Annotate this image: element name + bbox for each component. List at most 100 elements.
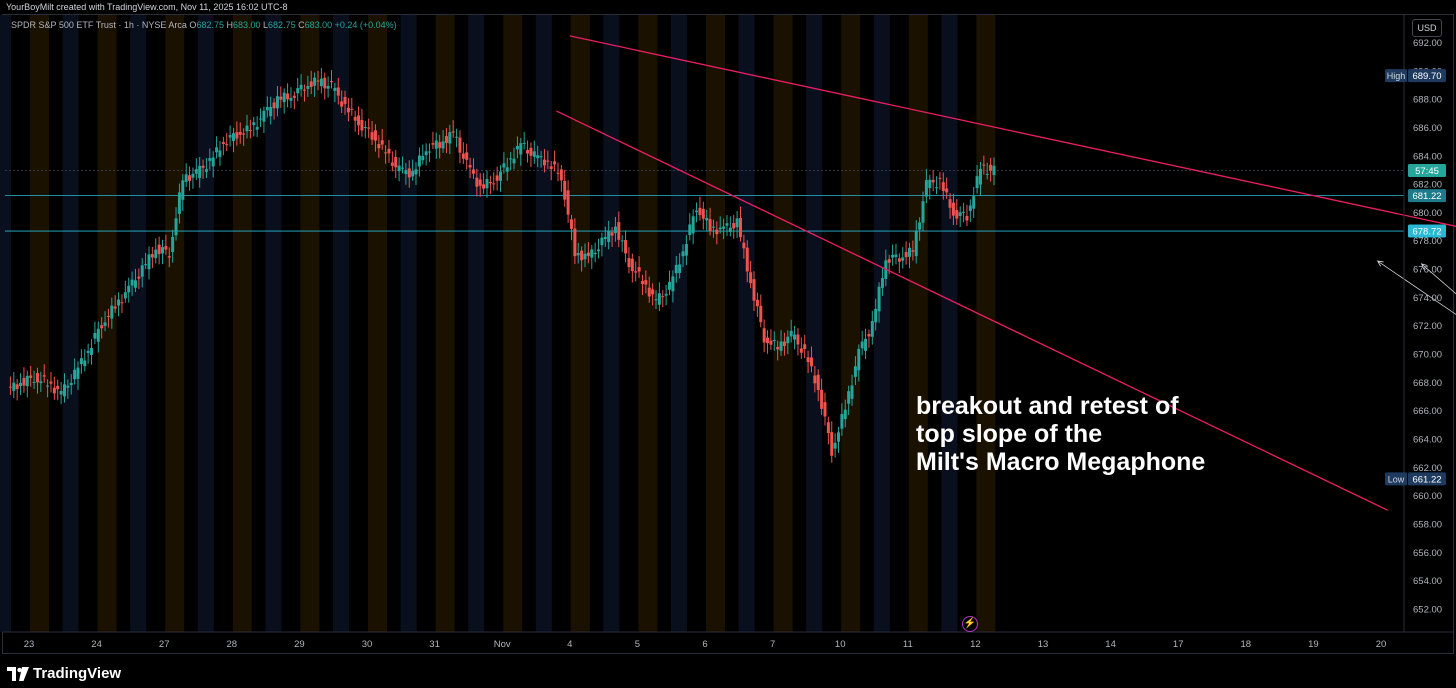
- candle: [782, 341, 786, 346]
- session-band-10: [841, 15, 861, 632]
- candle: [590, 249, 594, 258]
- candle: [323, 77, 327, 89]
- candle: [644, 280, 648, 285]
- candle: [691, 216, 695, 234]
- candle: [816, 374, 820, 390]
- candle: [948, 199, 952, 208]
- y-tick-label: 662.00: [1413, 463, 1442, 474]
- candle: [424, 151, 428, 156]
- candle: [343, 96, 347, 104]
- candle: [279, 96, 283, 100]
- candle: [708, 219, 712, 232]
- candle: [201, 165, 205, 168]
- price-badge-value-level-1: 681.22: [1412, 191, 1441, 202]
- x-tick-label: 24: [91, 639, 102, 650]
- y-tick-label: 660.00: [1413, 491, 1442, 502]
- candle: [313, 77, 317, 86]
- candle: [302, 89, 306, 91]
- price-badge-value-current: 57:45: [1415, 166, 1439, 177]
- candle: [431, 143, 435, 145]
- legend-change: +0.24 (+0.04%): [334, 20, 397, 30]
- price-chart[interactable]: 692.00690.00688.00686.00684.00682.00680.…: [0, 0, 1456, 654]
- y-tick-label: 672.00: [1413, 321, 1442, 332]
- candle: [630, 258, 634, 272]
- candle: [904, 251, 908, 258]
- price-badge-level-2: [1408, 224, 1446, 238]
- candle: [870, 321, 874, 337]
- lightning-icon[interactable]: ⚡: [962, 616, 978, 632]
- candle: [380, 140, 384, 145]
- candle: [850, 385, 854, 399]
- candle: [255, 126, 259, 130]
- legend-close-label: C: [298, 20, 305, 30]
- candle: [407, 168, 411, 178]
- candle: [799, 348, 803, 353]
- candle: [617, 222, 621, 240]
- candle: [880, 278, 884, 288]
- candle: [668, 281, 672, 290]
- candle: [181, 180, 185, 200]
- y-tick-label: 680.00: [1413, 208, 1442, 219]
- candle: [955, 210, 959, 219]
- x-tick-label: 30: [362, 639, 373, 650]
- candle: [823, 402, 827, 417]
- candle: [32, 381, 36, 383]
- candle: [316, 80, 320, 82]
- candle: [928, 179, 932, 189]
- candle: [874, 308, 878, 323]
- candle: [113, 306, 117, 309]
- candle: [945, 188, 949, 193]
- price-badge-tag-high: [1385, 69, 1407, 83]
- candle: [688, 224, 692, 236]
- currency-button[interactable]: USD: [1412, 19, 1442, 37]
- candle: [985, 173, 989, 175]
- y-tick-label: 664.00: [1413, 434, 1442, 445]
- candle: [12, 382, 16, 391]
- candle: [275, 96, 279, 109]
- candle: [333, 87, 337, 91]
- candle: [269, 106, 273, 117]
- candle: [455, 136, 459, 138]
- candle: [607, 231, 611, 242]
- candle: [715, 229, 719, 235]
- y-tick-label: 692.00: [1413, 38, 1442, 49]
- candle: [857, 348, 861, 371]
- candle: [962, 211, 966, 213]
- x-tick-label: Nov: [494, 639, 511, 650]
- price-badge-low: [1408, 472, 1446, 486]
- session-band-7: [773, 15, 793, 632]
- x-tick-label: 14: [1105, 639, 1116, 650]
- legend-high-label: H: [226, 20, 233, 30]
- candle: [634, 271, 638, 273]
- candle: [505, 167, 509, 172]
- session-band-11: [873, 15, 890, 632]
- candle: [411, 170, 415, 177]
- y-tick-label: 676.00: [1413, 265, 1442, 276]
- x-tick-label: 5: [635, 639, 640, 650]
- candle: [755, 299, 759, 307]
- candle: [120, 302, 124, 304]
- session-band-11: [908, 15, 928, 632]
- candle: [536, 155, 540, 159]
- session-band-23: [30, 15, 49, 632]
- candle: [583, 253, 587, 260]
- candle: [681, 251, 685, 257]
- price-badge-value-low: 661.22: [1412, 474, 1441, 485]
- session-band-Nov: [468, 15, 485, 632]
- candle: [370, 132, 374, 140]
- candle: [684, 244, 688, 256]
- x-tick-label: 20: [1376, 639, 1387, 650]
- candle: [539, 156, 543, 158]
- candle: [326, 85, 330, 89]
- candle: [137, 276, 141, 279]
- x-tick-label: 23: [24, 639, 35, 650]
- candle: [292, 95, 296, 98]
- session-band-6: [706, 15, 725, 632]
- candle: [76, 367, 80, 379]
- legend-open-label: O: [189, 20, 197, 30]
- candle: [79, 358, 83, 365]
- session-band-29: [265, 15, 282, 632]
- candle: [123, 292, 127, 299]
- legend-symbol: SPDR S&P 500 ETF Trust · 1h · NYSE Arca: [11, 20, 187, 30]
- candle: [194, 169, 198, 174]
